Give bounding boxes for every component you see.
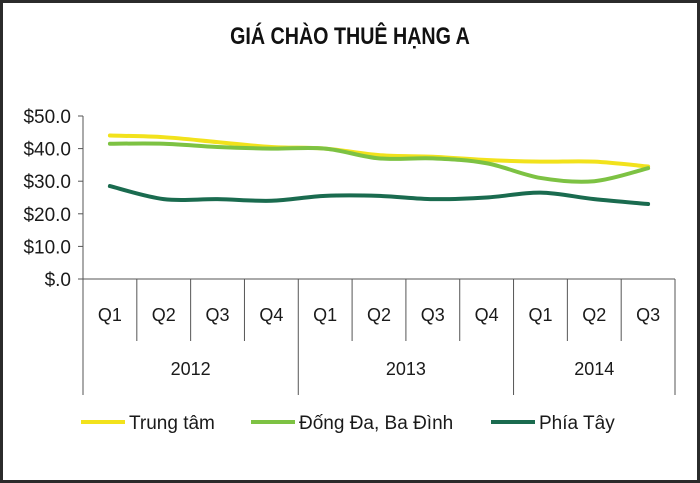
- x-tick-label: Q2: [152, 305, 176, 325]
- line-chart: $.0 $10.0 $20.0 $30.0 $40.0 $50.0 Q1 Q2 Q3 Q4 Q1 Q2…: [23, 107, 676, 434]
- y-tick-label: $40.0: [23, 140, 71, 161]
- x-tick-label: Q2: [582, 305, 606, 325]
- x-tick-label: Q2: [367, 305, 391, 325]
- legend-label-3: Phía Tây: [539, 413, 615, 434]
- chart-title: GIÁ CHÀO THUÊ HẠNG A: [230, 23, 470, 50]
- legend-label-1: Trung tâm: [129, 413, 215, 434]
- x-tick-label: Q3: [636, 305, 660, 325]
- x-group-label: 2014: [574, 359, 614, 379]
- x-tick-label: Q3: [421, 305, 445, 325]
- chart-frame: GIÁ CHÀO THUÊ HẠNG A $.0 $10.0 $20.0 $30.0 $…: [3, 3, 697, 480]
- x-group-label: 2012: [171, 359, 211, 379]
- y-tick-label: $20.0: [23, 205, 71, 226]
- x-tick-label: Q3: [206, 305, 230, 325]
- legend-label-2: Đống Đa, Ba Đình: [299, 413, 453, 434]
- x-group-label: 2013: [386, 359, 426, 379]
- series-line-1: [107, 133, 651, 169]
- x-tick-label: Q1: [313, 305, 337, 325]
- y-tick-label: $.0: [45, 270, 71, 291]
- x-tick-label: Q1: [98, 305, 122, 325]
- y-tick-label: $10.0: [23, 237, 71, 258]
- y-tick-label: $30.0: [23, 172, 71, 193]
- x-tick-label: Q1: [528, 305, 552, 325]
- series-line-2: [107, 141, 651, 184]
- y-tick-label: $50.0: [23, 107, 71, 128]
- x-tick-label: Q4: [475, 305, 499, 325]
- x-tick-label: Q4: [259, 305, 283, 325]
- series-line-3: [107, 184, 651, 207]
